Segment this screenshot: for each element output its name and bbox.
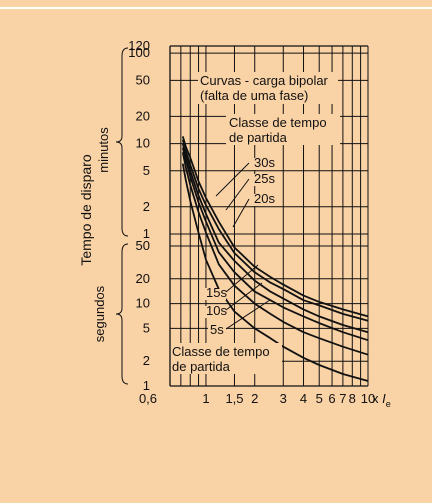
y-tick-label-minutes: 100 [128, 45, 150, 60]
class-label-bg [252, 194, 274, 206]
y-axis-title: Tempo de disparo [78, 154, 94, 266]
curve-20s [181, 143, 369, 334]
class-label-30s: 30s [254, 155, 275, 170]
class-label-bg [204, 306, 226, 318]
class-label-25s: 25s [254, 171, 275, 186]
class-label-bg [204, 288, 226, 300]
class-label-20s: 20s [254, 191, 275, 206]
annotations: Curvas - carga bipolar(falta de uma fase… [170, 72, 340, 374]
x-tick-label: 8 [349, 391, 356, 406]
class-label-15s: 15s [206, 285, 227, 300]
y-tick-label-minutes: 1 [143, 226, 150, 241]
x-tick-label: 4 [300, 391, 307, 406]
y-tick-label-seconds: 50 [136, 238, 150, 253]
leader-30s [215, 162, 250, 197]
y-tick-label-seconds: 2 [143, 353, 150, 368]
curve-15s [181, 147, 369, 342]
y-tick-label-minutes: 120 [128, 38, 150, 53]
x-tick-label: 0,6 [139, 391, 157, 406]
class-upper-line: de partida [229, 130, 288, 145]
class-label-bg [252, 158, 274, 170]
class-label-bg [252, 174, 274, 186]
chart-title-line: (falta de uma fase) [200, 88, 308, 103]
class-label-5s: 5s [210, 322, 224, 337]
y-tick-label-seconds: 10 [136, 296, 150, 311]
curve-30s [181, 136, 369, 318]
y-tick-label-seconds: 1 [143, 378, 150, 393]
curves [181, 136, 369, 382]
y-unit-label-seconds: segundos [92, 285, 107, 342]
leader-25s [225, 178, 250, 211]
y-tick-label-minutes: 10 [136, 136, 150, 151]
y-tick-label-minutes: 2 [143, 199, 150, 214]
y-unit-label-minutes: minutos [96, 127, 111, 173]
x-tick-label: 6 [328, 391, 335, 406]
class-lower-box [170, 343, 282, 374]
x-tick-label: 3 [280, 391, 287, 406]
class-lower-line: Classe de tempo [172, 344, 270, 359]
leader-5s [225, 299, 271, 330]
x-axis-unit: x Ie [372, 391, 391, 409]
class-upper-line: Classe de tempo [229, 115, 327, 130]
brace-seconds [115, 243, 129, 385]
class-label-bg [208, 325, 226, 337]
y-tick-label-seconds: 5 [143, 320, 150, 335]
leader-15s [225, 264, 259, 293]
x-tick-label: 2 [251, 391, 258, 406]
x-tick-label: 10 [361, 391, 375, 406]
leader-20s [232, 198, 250, 228]
title-box [198, 72, 338, 104]
leader-10s [225, 282, 263, 311]
top-divider [0, 7, 432, 9]
class-upper-box [226, 114, 340, 145]
brace-minutes [115, 47, 129, 237]
curve-5s [181, 163, 369, 382]
x-tick-label: 1 [202, 391, 209, 406]
y-tick-label-minutes: 50 [136, 72, 150, 87]
class-lower-line: de partida [172, 359, 231, 374]
curve-10s [181, 152, 369, 356]
y-tick-label-minutes: 5 [143, 163, 150, 178]
chart-title-line: Curvas - carga bipolar [200, 73, 329, 88]
y-tick-label-seconds: 20 [136, 271, 150, 286]
x-tick-label: 5 [316, 391, 323, 406]
x-tick-label: 7 [339, 391, 346, 406]
class-label-10s: 10s [206, 303, 227, 318]
x-tick-label: 1,5 [225, 391, 243, 406]
y-tick-label-minutes: 20 [136, 108, 150, 123]
curve-25s [181, 139, 369, 322]
